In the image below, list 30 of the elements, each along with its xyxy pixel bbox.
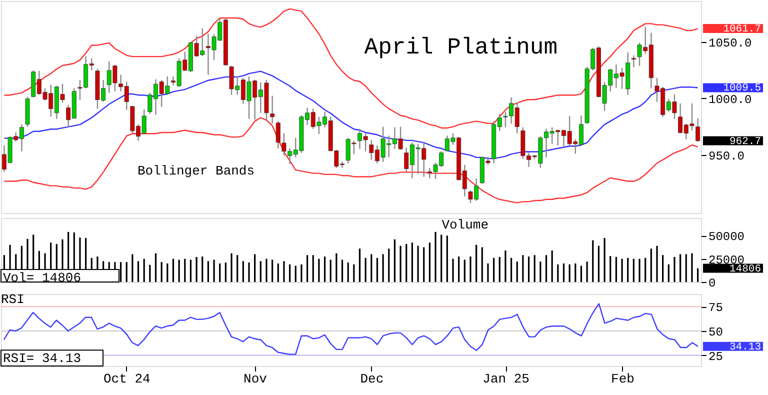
text: April Platinum (364, 34, 558, 61)
text: 34.13 (729, 341, 761, 354)
annotation: Vol= 14806 (3, 270, 82, 286)
y-tick-label: 50 (708, 325, 723, 340)
candlestick (270, 95, 275, 124)
line-series (3, 303, 699, 355)
y-tick-label: 25 (708, 350, 723, 364)
text: 1009.5 (723, 82, 761, 95)
annotation: RSI (1, 292, 24, 308)
x-tick-label: Feb (611, 372, 634, 386)
text: 1061.7 (723, 24, 761, 36)
annotation: RSI= 34.13 (3, 351, 82, 366)
candlestick (696, 118, 700, 142)
y-tick-label: 950.0 (708, 150, 745, 164)
y-tick-label: 0 (708, 276, 716, 290)
annotation: Volume (442, 217, 489, 232)
line-series (4, 8, 698, 129)
candlestick (276, 120, 280, 149)
y-tick-label: 1050.0 (708, 36, 752, 50)
x-tick-label: Jan 25 (482, 372, 530, 386)
y-tick-label: 75 (708, 301, 723, 316)
y-tick-label: 50000 (708, 230, 745, 244)
text: 962.7 (729, 136, 761, 148)
x-tick-label: Oct 24 (104, 372, 151, 386)
annotation: Bollinger Bands (138, 164, 255, 179)
y-tick-label: 1000.0 (708, 92, 752, 107)
x-tick-label: Dec (360, 372, 384, 386)
line-series (4, 117, 698, 204)
x-tick-label: Nov (244, 372, 268, 386)
candlestick (631, 54, 636, 68)
